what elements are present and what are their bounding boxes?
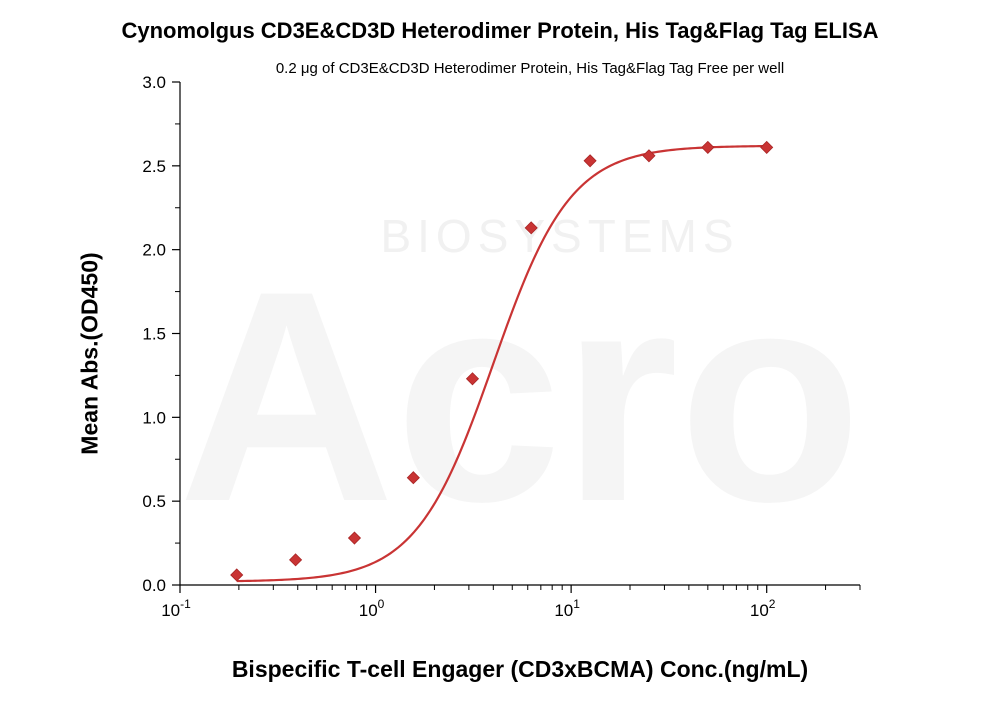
data-point (701, 140, 715, 154)
x-tick-label: 101 (554, 597, 580, 620)
data-point (406, 471, 420, 485)
y-tick-label: 1.0 (142, 408, 166, 427)
y-tick-label: 1.5 (142, 325, 166, 344)
chart-subtitle: 0.2 μg of CD3E&CD3D Heterodimer Protein,… (275, 60, 785, 77)
x-axis-label: Bispecific T-cell Engager (CD3xBCMA) Con… (231, 656, 809, 682)
data-point (760, 140, 774, 154)
data-point (583, 154, 597, 168)
chart-title: Cynomolgus CD3E&CD3D Heterodimer Protein… (121, 18, 879, 43)
y-axis-label: Mean Abs.(OD450) (76, 252, 103, 455)
y-tick-label: 3.0 (142, 73, 166, 92)
y-tick-label: 2.5 (142, 157, 166, 176)
data-point (465, 372, 480, 386)
y-tick-label: 0.5 (142, 492, 166, 511)
y-tick-label: 0.0 (142, 576, 166, 595)
data-point (230, 568, 244, 582)
data-point (289, 553, 303, 567)
data-point (524, 221, 538, 235)
fit-curve-line (236, 144, 767, 583)
fit-curve (236, 144, 767, 583)
watermark-text: BIOSYSTEMS (380, 210, 739, 262)
data-points (230, 140, 774, 582)
data-point (642, 149, 656, 163)
axes: 0.0 0.5 1.0 1.5 2.0 2.5 3.0 10-1 100 101 102 (142, 73, 861, 620)
watermark-logo-text: Acro (178, 228, 862, 564)
data-point (347, 531, 362, 545)
y-tick-label: 2.0 (142, 241, 166, 260)
x-tick-label: 100 (359, 597, 385, 620)
x-tick-label: 102 (750, 597, 776, 620)
x-tick-label: 10-1 (161, 597, 191, 620)
